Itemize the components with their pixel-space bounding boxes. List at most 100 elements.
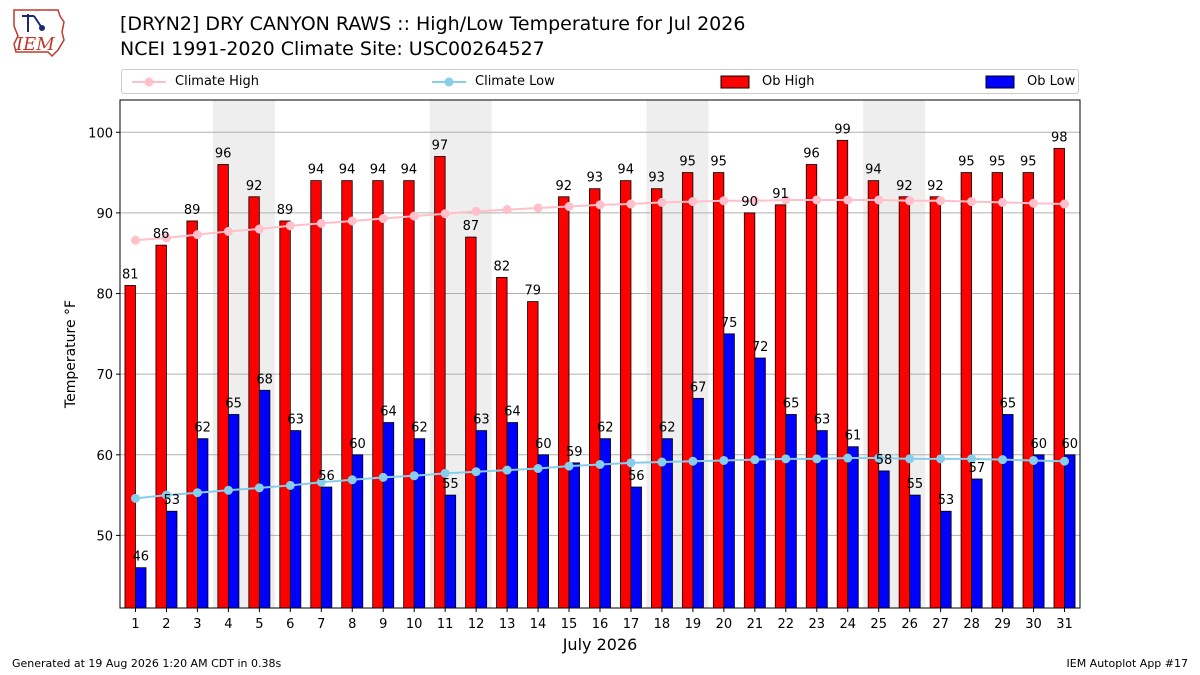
- ob-low-label: 62: [411, 421, 428, 436]
- climate-low-point: [967, 454, 977, 464]
- ob-high-label: 95: [989, 155, 1006, 170]
- x-tick-label: 17: [623, 617, 640, 632]
- climate-high-point: [254, 224, 264, 234]
- ob-high-bar: [558, 196, 570, 609]
- ob-low-label: 53: [938, 493, 955, 508]
- climate-low-point: [905, 454, 915, 464]
- x-tick-label: 18: [654, 617, 671, 632]
- climate-high-point: [595, 200, 605, 210]
- climate-high-point: [316, 218, 326, 228]
- ob-low-label: 55: [907, 477, 924, 492]
- ob-low-bar: [444, 494, 457, 609]
- y-axis-label: Temperature °F: [63, 300, 79, 409]
- climate-low-point: [843, 453, 853, 463]
- ob-high-bar: [527, 301, 539, 609]
- x-axis-label: July 2026: [562, 635, 638, 654]
- ob-high-label: 95: [679, 155, 696, 170]
- ob-high-label: 89: [184, 203, 201, 218]
- ob-low-label: 58: [876, 453, 893, 468]
- ob-low-label: 56: [628, 469, 645, 484]
- x-tick-label: 24: [839, 617, 856, 632]
- climate-high-point: [192, 230, 202, 240]
- ob-low-label: 64: [504, 405, 521, 420]
- y-tick-label: 90: [96, 207, 113, 222]
- ob-low-bar: [197, 438, 209, 609]
- climate-high-point: [440, 209, 450, 219]
- y-tick-label: 70: [96, 368, 113, 383]
- climate-high-point: [626, 199, 636, 209]
- climate-high-point: [161, 233, 171, 243]
- climate-low-point: [192, 488, 202, 498]
- x-tick-label: 21: [747, 617, 764, 632]
- climate-low-point: [936, 454, 946, 464]
- x-tick-label: 15: [561, 617, 578, 632]
- ob-high-bar: [836, 139, 849, 609]
- ob-low-label: 63: [814, 413, 831, 428]
- ob-low-label: 63: [287, 413, 304, 428]
- x-tick-label: 26: [901, 617, 918, 632]
- climate-low-point: [254, 483, 264, 493]
- ob-high-bar: [991, 172, 1003, 609]
- ob-low-label: 65: [1000, 396, 1017, 411]
- climate-low-point: [750, 455, 760, 465]
- ob-high-label: 96: [803, 147, 820, 162]
- climate-low-point: [161, 490, 171, 500]
- climate-low-point: [316, 477, 326, 487]
- ob-low-bar: [1002, 414, 1014, 609]
- ob-low-bar: [785, 414, 797, 609]
- ob-low-bar: [568, 462, 580, 609]
- x-tick-label: 27: [932, 617, 949, 632]
- ob-low-label: 67: [690, 380, 707, 395]
- ob-high-label: 94: [370, 163, 387, 178]
- climate-low-point: [409, 471, 419, 481]
- ob-high-bar: [372, 180, 384, 609]
- climate-low-point: [719, 455, 729, 465]
- x-tick-label: 8: [348, 617, 356, 632]
- ob-low-bar: [1033, 454, 1045, 609]
- x-tick-label: 20: [716, 617, 733, 632]
- ob-low-label: 65: [783, 396, 800, 411]
- climate-high-point: [378, 214, 388, 224]
- ob-high-bar: [341, 180, 353, 609]
- climate-high-point: [564, 201, 574, 211]
- climate-low-point: [1029, 455, 1039, 465]
- ob-low-bar: [227, 414, 240, 609]
- x-tick-label: 30: [1025, 617, 1042, 632]
- ob-low-bar: [630, 486, 642, 609]
- ob-high-label: 81: [122, 267, 139, 282]
- y-tick-label: 50: [96, 529, 113, 544]
- ob-high-label: 94: [617, 163, 634, 178]
- climate-low-point: [595, 459, 605, 469]
- climate-high-point: [750, 196, 760, 206]
- climate-low-point: [471, 467, 481, 477]
- climate-high-point: [223, 226, 233, 236]
- x-tick-label: 6: [286, 617, 294, 632]
- ob-low-label: 60: [1062, 437, 1079, 452]
- ob-low-label: 72: [752, 340, 769, 355]
- ob-high-label: 91: [772, 187, 789, 202]
- ob-high-label: 92: [896, 179, 913, 194]
- y-tick-label: 100: [88, 126, 113, 141]
- legend-label: Climate Low: [475, 74, 555, 89]
- legend-label: Ob Low: [1027, 74, 1076, 89]
- ob-high-bar: [310, 180, 322, 609]
- iem-logo: IEM: [13, 9, 65, 58]
- ob-low-label: 60: [1031, 437, 1048, 452]
- climate-low-point: [812, 454, 822, 464]
- climate-low-point: [440, 468, 450, 478]
- ob-low-bar: [1064, 454, 1076, 609]
- climate-low-point: [657, 457, 667, 467]
- ob-low-label: 57: [969, 461, 986, 476]
- ob-low-bar: [506, 422, 519, 609]
- climate-high-point: [347, 216, 357, 226]
- ob-low-bar: [692, 397, 704, 609]
- ob-low-bar: [723, 333, 735, 609]
- ob-low-label: 62: [194, 421, 211, 436]
- ob-high-label: 94: [401, 163, 418, 178]
- ob-high-label: 86: [153, 227, 170, 242]
- ob-high-bar: [929, 196, 942, 609]
- climate-low-swatch: [432, 77, 466, 87]
- ob-high-bar: [589, 188, 601, 609]
- ob-high-bar: [898, 196, 911, 609]
- ob-high-label: 97: [432, 138, 449, 153]
